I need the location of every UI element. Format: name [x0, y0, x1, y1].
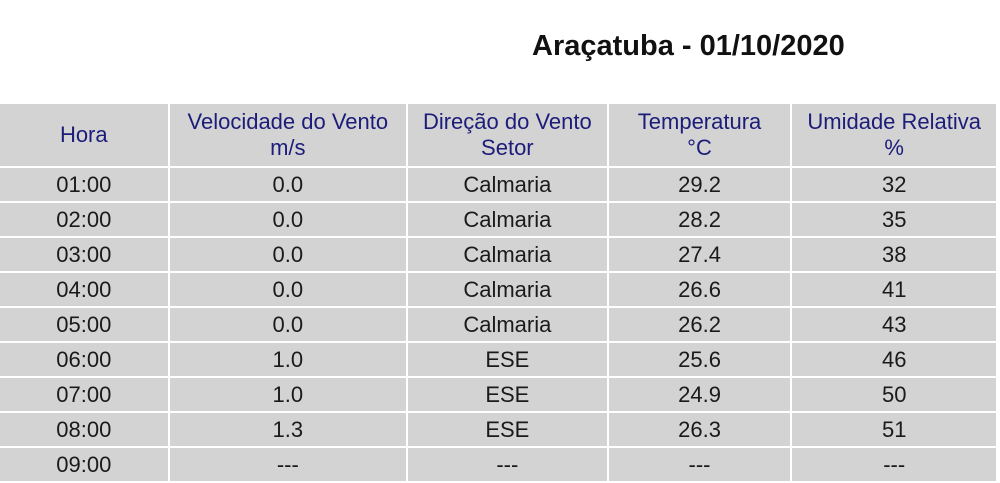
- table-row: 08:00 1.3 ESE 26.3 51: [0, 413, 996, 446]
- table-cell: ---: [608, 448, 791, 481]
- table-cell: Calmaria: [408, 168, 607, 201]
- table-cell: 51: [792, 413, 996, 446]
- table-cell: 0.0: [169, 203, 407, 236]
- table-row: 03:00 0.0 Calmaria 27.4 38: [0, 238, 996, 271]
- table-cell: 03:00: [0, 238, 168, 271]
- table-cell: 1.0: [169, 378, 407, 411]
- table-cell: ESE: [408, 413, 607, 446]
- table-row: 01:00 0.0 Calmaria 29.2 32: [0, 168, 996, 201]
- column-header: Hora: [0, 104, 168, 166]
- table-cell: ---: [792, 448, 996, 481]
- column-header: Temperatura °C: [608, 104, 791, 166]
- table-cell: 46: [792, 343, 996, 376]
- table-cell: ESE: [408, 343, 607, 376]
- column-label: Umidade Relativa: [807, 109, 982, 134]
- table-cell: 24.9: [608, 378, 791, 411]
- table-cell: 09:00: [0, 448, 168, 481]
- table-cell: 01:00: [0, 168, 168, 201]
- table-row: 07:00 1.0 ESE 24.9 50: [0, 378, 996, 411]
- table-cell: 50: [792, 378, 996, 411]
- table-row: 05:00 0.0 Calmaria 26.2 43: [0, 308, 996, 341]
- table-cell: 06:00: [0, 343, 168, 376]
- table-cell: ---: [169, 448, 407, 481]
- table-cell: Calmaria: [408, 308, 607, 341]
- page-title: Araçatuba - 01/10/2020: [532, 30, 845, 62]
- table-cell: 26.2: [608, 308, 791, 341]
- column-unit: °C: [687, 135, 712, 160]
- table-cell: 35: [792, 203, 996, 236]
- table-cell: 43: [792, 308, 996, 341]
- table-cell: Calmaria: [408, 203, 607, 236]
- column-label: Direção do Vento: [422, 109, 592, 134]
- table-row: 04:00 0.0 Calmaria 26.6 41: [0, 273, 996, 306]
- column-unit: %: [884, 135, 904, 160]
- table-cell: 04:00: [0, 273, 168, 306]
- table-cell: 25.6: [608, 343, 791, 376]
- table-row: 02:00 0.0 Calmaria 28.2 35: [0, 203, 996, 236]
- table-cell: 0.0: [169, 308, 407, 341]
- table-cell: 05:00: [0, 308, 168, 341]
- table-row: 06:00 1.0 ESE 25.6 46: [0, 343, 996, 376]
- table-header-row: Hora Velocidade do Vento m/s Direção do Ven…: [0, 104, 996, 166]
- table-cell: 26.6: [608, 273, 791, 306]
- table-cell: 26.3: [608, 413, 791, 446]
- table-cell: ESE: [408, 378, 607, 411]
- table-cell: Calmaria: [408, 273, 607, 306]
- table-cell: 27.4: [608, 238, 791, 271]
- column-label: Temperatura: [637, 109, 762, 134]
- table-cell: 29.2: [608, 168, 791, 201]
- column-label: Velocidade do Vento: [187, 109, 389, 134]
- table-cell: 38: [792, 238, 996, 271]
- column-label: Hora: [59, 122, 108, 147]
- table-cell: 1.0: [169, 343, 407, 376]
- table-cell: 41: [792, 273, 996, 306]
- column-unit: Setor: [481, 135, 534, 160]
- table-cell: 0.0: [169, 238, 407, 271]
- table-cell: Calmaria: [408, 238, 607, 271]
- table-cell: 32: [792, 168, 996, 201]
- table-cell: 02:00: [0, 203, 168, 236]
- column-header: Direção do Vento Setor: [408, 104, 607, 166]
- table-cell: 1.3: [169, 413, 407, 446]
- table-cell: 07:00: [0, 378, 168, 411]
- column-header: Velocidade do Vento m/s: [169, 104, 407, 166]
- table-cell: ---: [408, 448, 607, 481]
- column-unit: m/s: [270, 135, 306, 160]
- table-cell: 08:00: [0, 413, 168, 446]
- table-cell: 0.0: [169, 168, 407, 201]
- weather-table: Hora Velocidade do Vento m/s Direção do Ven…: [0, 102, 998, 483]
- table-cell: 0.0: [169, 273, 407, 306]
- table-cell: 28.2: [608, 203, 791, 236]
- column-header: Umidade Relativa%: [792, 104, 996, 166]
- table-row: 09:00 --- --- --- ---: [0, 448, 996, 481]
